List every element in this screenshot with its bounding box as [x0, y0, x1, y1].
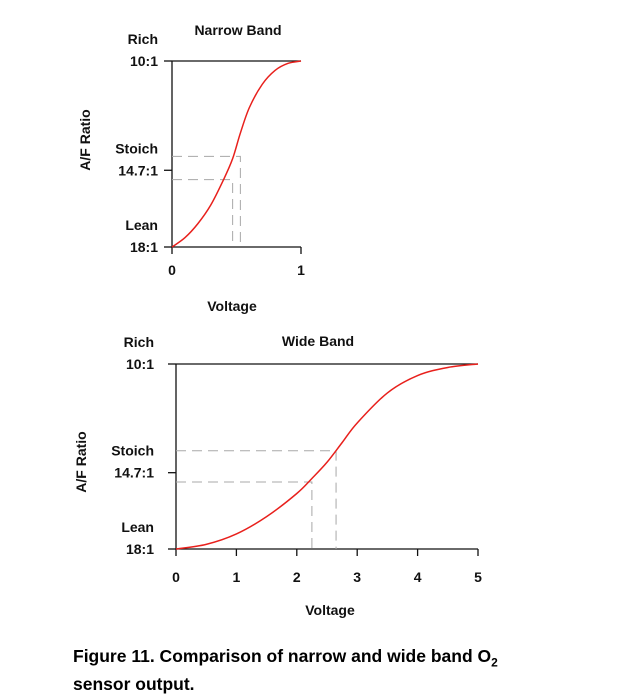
- reference-dashed-line: [172, 155, 241, 247]
- caption-prefix: Figure 11. Comparison of narrow and wide…: [73, 646, 492, 666]
- figure-caption: Figure 11. Comparison of narrow and wide…: [73, 646, 613, 695]
- caption-subscript: 2: [491, 655, 498, 670]
- y-tick-label: Lean: [125, 217, 158, 233]
- x-tick-label: 1: [233, 569, 241, 585]
- x-axis-label: Voltage: [207, 298, 257, 314]
- x-tick-label: 4: [414, 569, 422, 585]
- chart-title: Wide Band: [282, 333, 354, 349]
- y-tick-label: Stoich: [111, 443, 154, 459]
- y-tick-label: 10:1: [126, 356, 154, 372]
- y-tick-label: 10:1: [130, 53, 158, 69]
- x-tick-label: 0: [168, 262, 176, 278]
- series-curve: [175, 363, 479, 550]
- y-tick-label: Lean: [121, 519, 154, 535]
- x-tick-label: 3: [353, 569, 361, 585]
- y-tick-label: 18:1: [126, 541, 154, 557]
- y-tick-label: 18:1: [130, 239, 158, 255]
- chart-narrow-band: Narrow Band Rich 10:1 Stoich 14.7:1 Lean 18:1 0…: [77, 22, 305, 314]
- y-tick-label: 14.7:1: [114, 465, 154, 481]
- series-curve: [171, 60, 302, 248]
- chart-wide-band: Wide Band Rich 10:1 Stoich 14.7:1 Lean 18:1 0 1 2…: [73, 333, 482, 618]
- x-tick-label: 5: [474, 569, 482, 585]
- chart-title: Narrow Band: [194, 22, 281, 38]
- y-axis-label: A/F Ratio: [73, 431, 89, 492]
- x-tick-label: 1: [297, 262, 305, 278]
- y-tick-label: Rich: [128, 31, 158, 47]
- reference-dashed-line: [176, 481, 313, 549]
- y-tick-label: 14.7:1: [118, 162, 158, 178]
- y-tick-label: Rich: [124, 334, 154, 350]
- x-axis-label: Voltage: [305, 602, 355, 618]
- x-tick-label: 2: [293, 569, 301, 585]
- y-tick-label: Stoich: [115, 140, 158, 156]
- reference-dashed-line: [172, 179, 234, 247]
- caption-suffix: sensor output.: [73, 673, 195, 694]
- y-axis-label: A/F Ratio: [77, 109, 93, 170]
- x-tick-label: 0: [172, 569, 180, 585]
